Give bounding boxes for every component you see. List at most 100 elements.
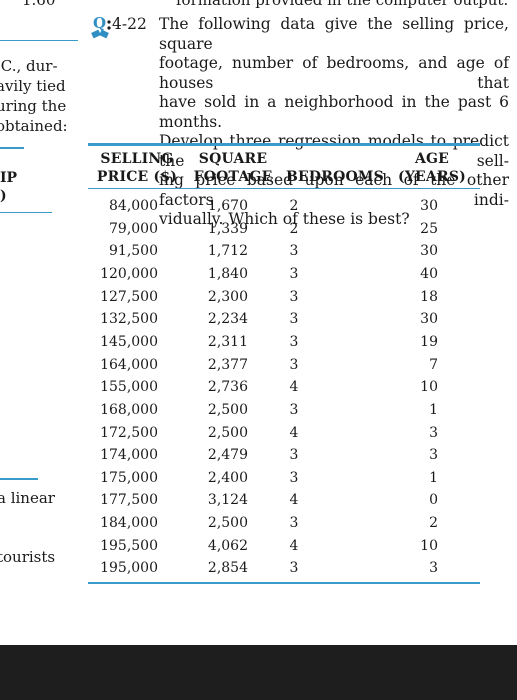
cell-square-footage: 1,670 xyxy=(207,198,248,214)
cell-selling-price: 132,500 xyxy=(100,311,158,328)
cell-bedrooms: 3 xyxy=(289,401,299,418)
cell-selling-price: 195,500 xyxy=(100,537,158,554)
cell-square-footage: 2,377 xyxy=(207,356,248,373)
problem-text: The following data give the selling pric… xyxy=(159,15,509,230)
cell-square-footage: 1,339 xyxy=(207,220,248,237)
problem-text-line: vidually. Which of these is best? xyxy=(159,210,410,228)
cell-square-footage: 3,124 xyxy=(207,492,248,509)
header-square-footage: SQUARE FOOTAGE xyxy=(188,150,278,186)
table-bottom-rule xyxy=(88,582,480,584)
cell-selling-price: 184,000 xyxy=(100,515,158,532)
top-fragment-left: 1.60 xyxy=(22,0,56,9)
cell-bedrooms: 3 xyxy=(289,265,299,282)
cell-bedrooms: 4 xyxy=(289,492,299,509)
left-column-rule xyxy=(0,212,52,213)
cell-age: 25 xyxy=(420,220,438,237)
left-fragment-line: avily tied xyxy=(0,77,66,95)
header-selling-price: SELLING PRICE ($) xyxy=(92,150,182,186)
cell-bedrooms: 3 xyxy=(289,560,299,577)
cell-selling-price: 195,000 xyxy=(100,560,158,577)
cell-bedrooms: 3 xyxy=(289,311,299,328)
cell-selling-price: 127,500 xyxy=(100,288,158,305)
left-column-rule xyxy=(0,478,38,480)
problem-text-line: ing price based upon each of the other f… xyxy=(159,171,509,209)
cell-square-footage: 2,736 xyxy=(207,379,248,396)
left-column-rule xyxy=(0,147,24,149)
cell-age: 10 xyxy=(420,537,438,554)
left-fragment-header: IP xyxy=(0,170,18,186)
cell-bedrooms: 4 xyxy=(289,424,299,441)
cell-square-footage: 2,479 xyxy=(207,447,248,464)
cell-square-footage: 1,840 xyxy=(207,265,248,282)
cell-square-footage: 2,500 xyxy=(207,401,248,418)
problem-number: 4-22 xyxy=(112,15,147,33)
cell-selling-price: 155,000 xyxy=(100,379,158,396)
cell-age: 30 xyxy=(420,311,438,328)
cell-bedrooms: 3 xyxy=(289,288,299,305)
header-line: SELLING xyxy=(100,151,174,167)
cell-square-footage: 2,854 xyxy=(207,560,248,577)
cell-selling-price: 164,000 xyxy=(100,356,158,373)
quiz-book-icon: Q xyxy=(91,14,111,39)
cell-age: 3 xyxy=(429,447,438,464)
left-fragment-line: a linear xyxy=(0,489,55,507)
left-fragment-header: ) xyxy=(0,188,7,204)
cell-selling-price: 172,500 xyxy=(100,424,158,441)
cell-age: 0 xyxy=(429,492,438,509)
cell-age: 18 xyxy=(420,288,438,305)
cell-bedrooms: 3 xyxy=(289,515,299,532)
cell-age: 40 xyxy=(420,265,438,282)
cell-bedrooms: 3 xyxy=(289,447,299,464)
header-line: BEDROOMS xyxy=(286,169,384,185)
problem-text-line: The following data give the selling pric… xyxy=(159,15,509,53)
cell-square-footage: 2,300 xyxy=(207,288,248,305)
cell-bedrooms: 3 xyxy=(289,333,299,350)
top-fragment-right: formation provided in the computer outpu… xyxy=(176,0,509,9)
cell-selling-price: 174,000 xyxy=(100,447,158,464)
cell-bedrooms: 3 xyxy=(289,356,299,373)
cell-age: 7 xyxy=(429,356,438,373)
cell-square-footage: 4,062 xyxy=(207,537,248,554)
cell-bedrooms: 3 xyxy=(289,243,299,260)
cell-selling-price: 91,500 xyxy=(109,243,158,260)
left-fragment-line: tourists xyxy=(0,548,56,566)
cell-selling-price: 168,000 xyxy=(100,401,158,418)
cell-age: 3 xyxy=(429,424,438,441)
left-fragment-line: .C., dur- xyxy=(0,57,58,75)
cell-age: 3 xyxy=(429,560,438,577)
cell-square-footage: 2,500 xyxy=(207,424,248,441)
cell-bedrooms: 2 xyxy=(289,220,299,237)
header-line: SQUARE xyxy=(198,151,268,167)
cell-age: 2 xyxy=(429,515,438,532)
header-line xyxy=(286,150,382,168)
viewer-bottom-bar xyxy=(0,645,517,700)
left-fragment-line: obtained: xyxy=(0,117,68,135)
cell-bedrooms: 4 xyxy=(289,379,299,396)
cell-selling-price: 145,000 xyxy=(100,333,158,350)
left-fragment-line: uring the xyxy=(0,97,67,115)
cell-square-footage: 2,500 xyxy=(207,515,248,532)
problem-text-line: footage, number of bedrooms, and age of … xyxy=(159,54,509,92)
cell-age: 1 xyxy=(429,469,438,486)
cell-selling-price: 175,000 xyxy=(100,469,158,486)
cell-square-footage: 2,311 xyxy=(207,333,248,350)
left-column-rule xyxy=(0,40,78,41)
cell-selling-price: 79,000 xyxy=(109,220,158,237)
cell-bedrooms: 3 xyxy=(289,469,299,486)
header-line: AGE xyxy=(414,151,450,167)
cell-bedrooms: 4 xyxy=(289,537,299,554)
header-line: PRICE ($) xyxy=(96,169,178,185)
header-age: AGE (YEARS) xyxy=(392,150,472,186)
header-line: (YEARS) xyxy=(398,169,466,185)
problem-text-line: have sold in a neighborhood in the past … xyxy=(159,93,509,131)
cell-bedrooms: 2 xyxy=(289,198,299,214)
cell-age: 30 xyxy=(420,198,438,214)
cell-age: 30 xyxy=(420,243,438,260)
header-line: FOOTAGE xyxy=(193,169,273,185)
cell-square-footage: 1,712 xyxy=(207,243,248,260)
cell-selling-price: 120,000 xyxy=(100,265,158,282)
textbook-page: 1.60 formation provided in the computer … xyxy=(0,0,509,584)
cell-selling-price: 177,500 xyxy=(100,492,158,509)
cell-square-footage: 2,234 xyxy=(207,311,248,328)
cell-selling-price: 84,000 xyxy=(109,198,158,214)
